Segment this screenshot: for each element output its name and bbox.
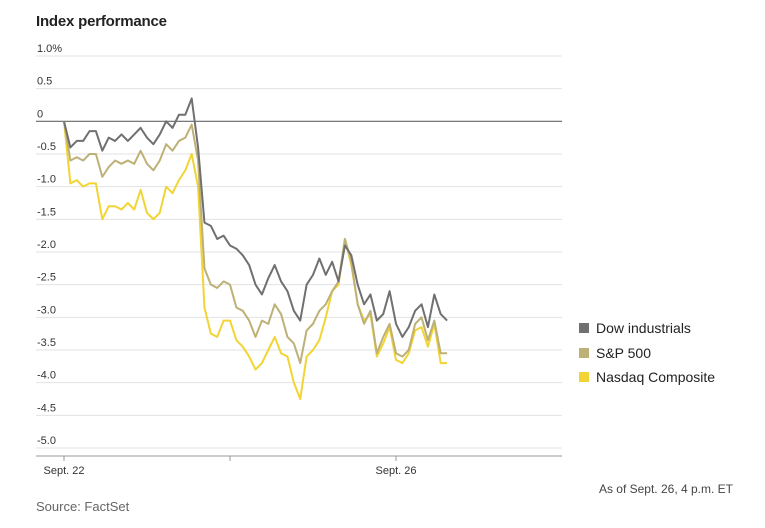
y-tick-label: 0.5 <box>37 76 52 88</box>
y-axis-labels: 1.0% 0.5 0 -0.5 -1.0 -1.5 -2.0 -2.5 -3.0 -3.5 -4.0… <box>37 43 62 447</box>
legend-swatch-nasdaq <box>579 372 589 383</box>
chart-title: Index performance <box>36 13 167 30</box>
x-tick-label: Sept. 22 <box>44 465 85 477</box>
legend-label-sp500: S&P 500 <box>596 344 652 361</box>
y-tick-label: -3.0 <box>37 304 56 316</box>
series-lines <box>63 97 448 400</box>
y-tick-label: -4.0 <box>37 370 56 382</box>
y-tick-label: -4.5 <box>37 402 56 414</box>
x-tick-label: Sept. 26 <box>376 465 417 477</box>
y-tick-label: 0 <box>37 108 43 120</box>
y-tick-label: -0.5 <box>37 141 56 153</box>
y-tick-label: -3.5 <box>37 337 56 349</box>
grid-lines <box>36 55 562 449</box>
legend-label-nasdaq: Nasdaq Composite <box>596 369 716 386</box>
x-axis: Sept. 22 Sept. 26 <box>36 455 562 477</box>
y-tick-label: -1.5 <box>37 206 56 218</box>
legend-item-nasdaq: Nasdaq Composite <box>579 365 715 390</box>
as-of-note: As of Sept. 26, 4 p.m. ET <box>598 482 733 496</box>
y-tick-label: -2.0 <box>37 239 56 251</box>
series-line-nasdaq <box>63 121 448 400</box>
legend-item-dow: Dow industrials <box>579 316 715 341</box>
legend-swatch-dow <box>579 323 589 334</box>
source-note: Source: FactSet <box>36 499 130 514</box>
y-tick-label: -2.5 <box>37 272 56 284</box>
legend-label-dow: Dow industrials <box>596 320 691 337</box>
series-line-dow <box>63 97 448 338</box>
y-tick-label: -1.0 <box>37 174 56 186</box>
legend-item-sp500: S&P 500 <box>579 341 715 366</box>
legend-swatch-sp500 <box>579 347 589 358</box>
legend: Dow industrials S&P 500 Nasdaq Composite <box>579 316 715 390</box>
series-line-sp500 <box>63 121 448 365</box>
y-tick-label: 1.0% <box>37 43 62 55</box>
y-tick-label: -5.0 <box>37 435 56 447</box>
